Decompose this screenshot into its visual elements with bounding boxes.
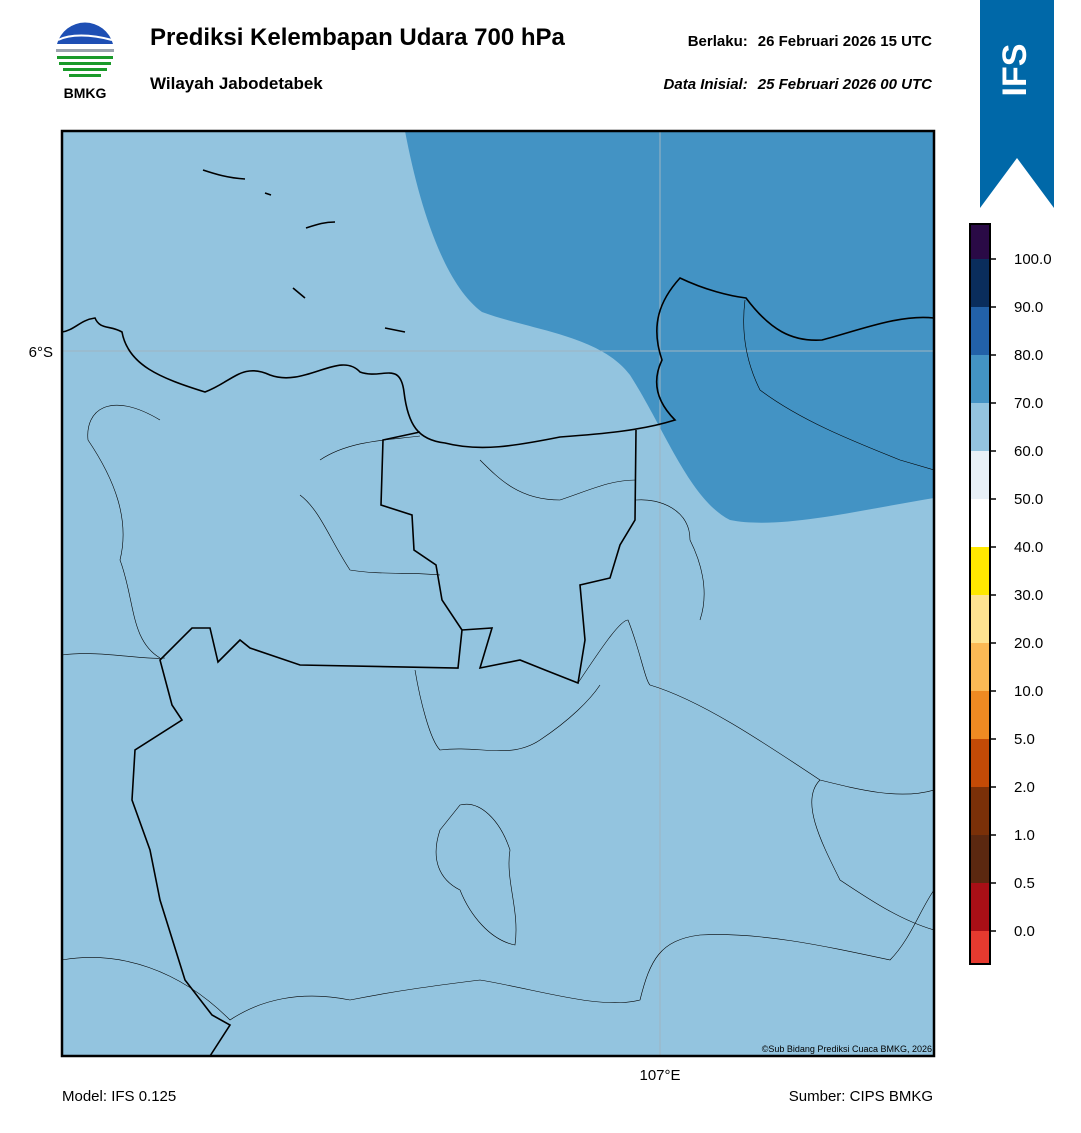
- colorbar-bin: [970, 224, 990, 259]
- colorbar-label: 50.0: [1014, 491, 1043, 508]
- map-area: ©Sub Bidang Prediksi Cuaca BMKG, 2026: [62, 131, 934, 1056]
- colorbar-frame: [969, 223, 991, 965]
- badge-text: IFS: [996, 44, 1034, 97]
- colorbar-bin: [970, 451, 990, 499]
- colorbar-label: 80.0: [1014, 347, 1043, 364]
- footer-source: Sumber: CIPS BMKG: [789, 1088, 933, 1105]
- colorbar-label: 20.0: [1014, 635, 1043, 652]
- colorbar-bin: [970, 691, 990, 739]
- logo: BMKG: [56, 22, 114, 101]
- colorbar-bin: [970, 307, 990, 355]
- colorbar-label: 70.0: [1014, 395, 1043, 412]
- colorbar-bin: [970, 499, 990, 547]
- init-label: Data Inisial:: [664, 76, 748, 93]
- colorbar-label: 0.0: [1014, 923, 1035, 940]
- colorbar-bin: [970, 643, 990, 691]
- valid-time: 26 Februari 2026 15 UTC: [758, 33, 932, 50]
- subtitle: Wilayah Jabodetabek: [150, 74, 323, 93]
- colorbar-bin: [970, 883, 990, 931]
- title: Prediksi Kelembapan Udara 700 hPa: [150, 24, 566, 51]
- valid-info: Berlaku: 26 Februari 2026 15 UTC: [688, 33, 932, 50]
- map-frame: [60, 129, 936, 1058]
- colorbar: 0.0 0.5 1.0 2.0 5.0 10.0 20.0 30.0 40.0 50.0 60.0 7…: [969, 223, 1052, 965]
- colorbar-bin: [970, 787, 990, 835]
- colorbar-bin: [970, 403, 990, 451]
- colorbar-bin: [970, 835, 990, 883]
- colorbar-label: 2.0: [1014, 779, 1035, 796]
- colorbar-label: 0.5: [1014, 875, 1035, 892]
- colorbar-label: 100.0: [1014, 251, 1052, 268]
- colorbar-label: 60.0: [1014, 443, 1043, 460]
- lat-label: 6°S: [29, 344, 53, 361]
- colorbar-bin: [970, 739, 990, 787]
- init-info: Data Inisial: 25 Februari 2026 00 UTC: [664, 76, 934, 93]
- colorbar-label: 1.0: [1014, 827, 1035, 844]
- badge: [980, 0, 1054, 208]
- lon-label: 107°E: [639, 1067, 680, 1084]
- credit: ©Sub Bidang Prediksi Cuaca BMKG, 2026: [762, 1044, 932, 1054]
- colorbar-bin: [970, 931, 990, 964]
- valid-label: Berlaku:: [688, 33, 748, 50]
- colorbar-label: 10.0: [1014, 683, 1043, 700]
- colorbar-bin: [970, 355, 990, 403]
- footer-model: Model: IFS 0.125: [62, 1088, 176, 1105]
- colorbar-label: 40.0: [1014, 539, 1043, 556]
- colorbar-bin: [970, 259, 990, 307]
- init-time: 25 Februari 2026 00 UTC: [757, 76, 933, 93]
- colorbar-label: 30.0: [1014, 587, 1043, 604]
- logo-text: BMKG: [64, 85, 107, 101]
- colorbar-label: 90.0: [1014, 299, 1043, 316]
- colorbar-label: 5.0: [1014, 731, 1035, 748]
- colorbar-bin: [970, 595, 990, 643]
- colorbar-bin: [970, 547, 990, 595]
